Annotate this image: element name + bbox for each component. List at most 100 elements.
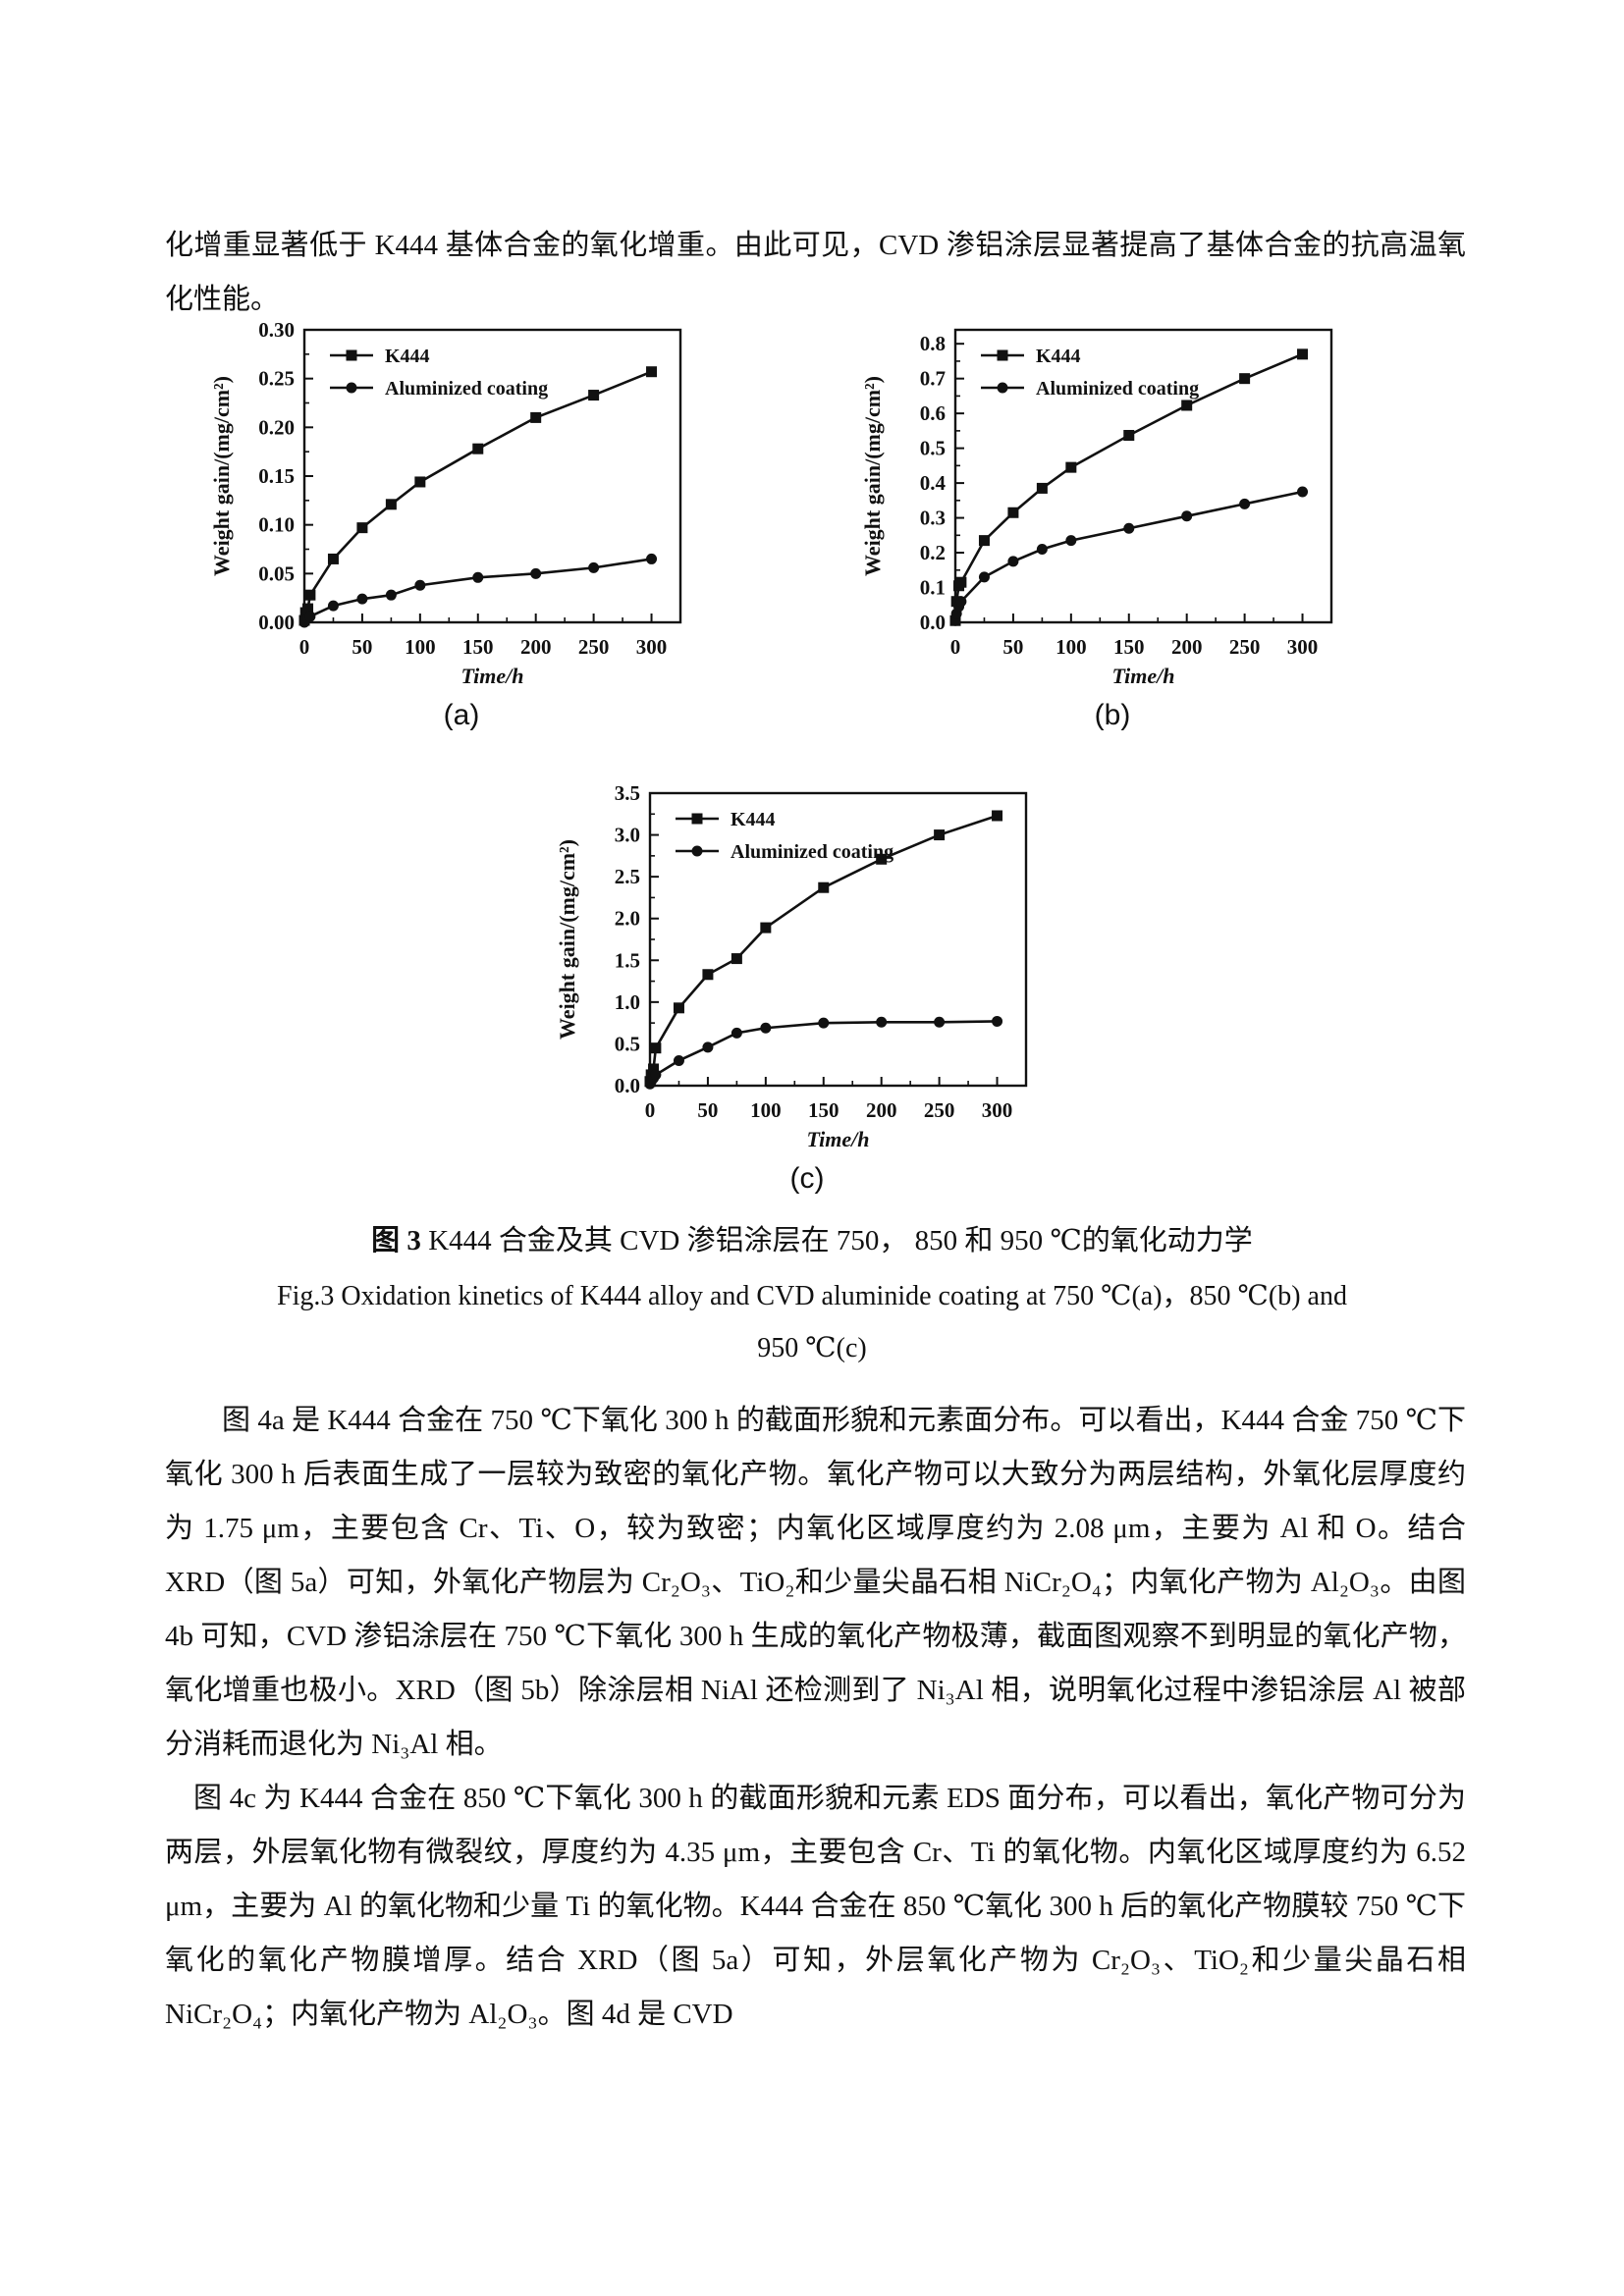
legend-entry: Aluminized coating <box>981 378 1199 400</box>
series-aluminized-coating <box>644 1015 1003 1090</box>
y-tick-label: 3.0 <box>615 824 640 847</box>
data-point-marker <box>1036 482 1048 494</box>
legend-label: Aluminized coating <box>1036 378 1199 400</box>
series-aluminized-coating <box>949 486 1309 626</box>
x-tick-label: 150 <box>808 1098 839 1122</box>
y-tick-label: 0.2 <box>920 541 946 564</box>
data-point-marker <box>955 596 967 608</box>
y-tick-label: 0.0 <box>615 1074 640 1097</box>
plot-frame <box>648 791 1028 1088</box>
y-tick-label: 2.5 <box>615 865 640 888</box>
x-axis-label: Time/h <box>807 1127 870 1151</box>
data-point-marker <box>1007 507 1019 518</box>
x-axis-label: Time/h <box>1112 664 1175 688</box>
series-k444 <box>644 810 1003 1088</box>
data-point-marker <box>472 443 484 454</box>
data-point-marker <box>385 589 397 601</box>
x-tick-label: 50 <box>352 635 372 659</box>
data-point-marker <box>646 553 658 564</box>
y-axis-label: Weight gain/(mg/cm²) <box>555 839 579 1040</box>
data-point-marker <box>818 1017 830 1029</box>
legend-entry: K444 <box>330 346 430 367</box>
figure-panel-a: 0 50 100 150 200 250 300 0.00 0.05 0.10 0.15 0.20 0.… <box>201 314 722 732</box>
y-tick-label: 0.10 <box>258 513 295 537</box>
legend-marker <box>997 382 1008 394</box>
y-axis-label: Weight gain/(mg/cm²) <box>209 376 234 576</box>
y-tick-label: 0.5 <box>920 437 946 460</box>
series-line <box>302 558 652 623</box>
x-tick-label: 150 <box>1113 635 1145 659</box>
x-tick-label: 250 <box>924 1098 955 1122</box>
panel-label-c: (c) <box>789 1162 825 1195</box>
y-tick-label: 0.6 <box>920 401 946 425</box>
data-point-marker <box>327 600 339 612</box>
data-point-marker <box>1065 535 1077 547</box>
y-tick-label: 0.05 <box>258 561 295 585</box>
legend-entry: Aluminized coating <box>330 378 548 400</box>
legend-entry: K444 <box>676 809 776 830</box>
data-point-marker <box>530 567 542 579</box>
y-tick-label: 3.5 <box>615 781 640 805</box>
data-point-marker <box>1297 486 1309 498</box>
y-tick-label: 0.1 <box>920 576 946 600</box>
data-point-marker <box>955 576 967 588</box>
x-tick-label: 0 <box>299 635 310 659</box>
panel-label-b: (b) <box>1094 699 1131 731</box>
legend-label: Aluminized coating <box>731 841 893 863</box>
data-point-marker <box>702 1041 714 1053</box>
data-point-marker <box>876 1016 888 1028</box>
series-line <box>953 490 1303 621</box>
y-tick-label: 0.25 <box>258 367 295 391</box>
series-line <box>302 370 653 621</box>
y-tick-label: 0.7 <box>920 367 946 391</box>
y-tick-label: 2.0 <box>615 907 640 931</box>
data-point-marker <box>588 390 600 401</box>
x-tick-label: 300 <box>1287 635 1319 659</box>
x-tick-label: 50 <box>697 1098 718 1122</box>
legend-entry: Aluminized coating <box>676 841 893 863</box>
oxidation-kinetics-chart-750C: 0 50 100 150 200 250 300 0.00 0.05 0.10 0.15 0.20 0.… <box>209 318 682 688</box>
data-point-marker <box>934 1016 946 1028</box>
legend-marker <box>346 349 357 361</box>
legend-marker <box>691 813 703 825</box>
x-tick-label: 100 <box>750 1098 782 1122</box>
x-tick-label: 100 <box>405 635 436 659</box>
legend-label: K444 <box>385 346 430 367</box>
x-tick-label: 0 <box>950 635 961 659</box>
data-point-marker <box>302 603 314 614</box>
y-tick-label: 0.15 <box>258 464 295 488</box>
y-tick-label: 1.5 <box>615 948 640 972</box>
y-tick-label: 0.0 <box>920 611 946 634</box>
legend-marker <box>691 845 703 857</box>
figure-panel-c: 0 50 100 150 200 250 300 0.0 0.5 1.0 1.5 2.0 2.5 3.0 3… <box>547 777 1067 1196</box>
data-point-marker <box>978 535 990 547</box>
data-point-marker <box>414 579 426 591</box>
intro-paragraph: 化增重显著低于 K444 基体合金的氧化增重。由此可见，CVD 渗铝涂层显著提高… <box>165 230 1466 315</box>
data-point-marker <box>1239 373 1251 385</box>
x-tick-label: 200 <box>1171 635 1203 659</box>
figure-caption-en-line2: 950 ℃(c) <box>757 1333 867 1363</box>
y-tick-label: 0.20 <box>258 415 295 439</box>
figure-caption-zh: 图 3 K444 合金及其 CVD 渗铝涂层在 750， 850 和 950 ℃… <box>0 1217 1624 1258</box>
figure-caption-en-line1: Fig.3 Oxidation kinetics of K444 alloy a… <box>277 1281 1347 1311</box>
series-line <box>648 1020 998 1085</box>
data-point-marker <box>588 561 600 573</box>
oxidation-kinetics-chart-950C: 0 50 100 150 200 250 300 0.0 0.5 1.0 1.5 2.0 2.5 3.0 3… <box>555 781 1028 1151</box>
y-tick-label: 0.00 <box>258 611 295 634</box>
y-tick-label: 0.30 <box>258 318 295 342</box>
y-tick-label: 1.0 <box>615 990 640 1014</box>
x-axis-label: Time/h <box>461 664 524 688</box>
figure-caption-zh-text: K444 合金及其 CVD 渗铝涂层在 750， 850 和 950 ℃的氧化动… <box>420 1225 1253 1256</box>
x-tick-label: 200 <box>866 1098 897 1122</box>
y-tick-label: 0.5 <box>615 1032 640 1055</box>
data-point-marker <box>304 611 316 622</box>
x-tick-label: 250 <box>1229 635 1261 659</box>
x-tick-label: 200 <box>520 635 552 659</box>
data-point-marker <box>385 499 397 510</box>
plot-frame <box>302 328 682 624</box>
data-point-marker <box>1123 522 1135 534</box>
data-point-marker <box>327 553 339 564</box>
data-point-marker <box>648 1063 660 1075</box>
legend-entry: K444 <box>981 346 1081 367</box>
